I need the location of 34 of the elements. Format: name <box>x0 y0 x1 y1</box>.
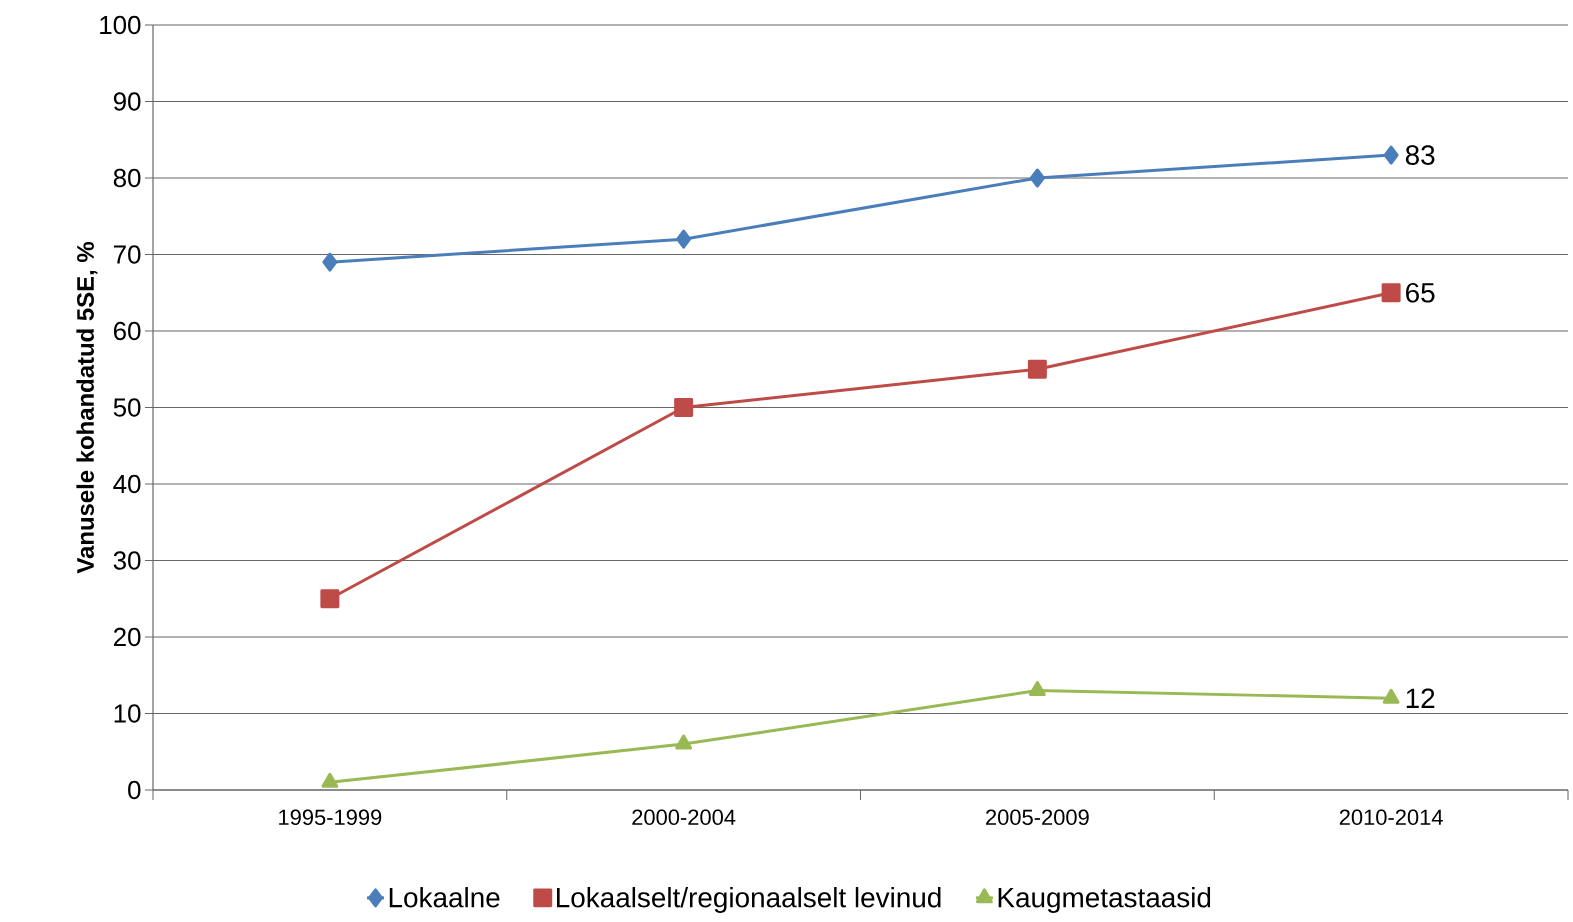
point <box>322 252 338 272</box>
x-tick-label: 2010-2014 <box>1339 809 1443 826</box>
y-axis-title: Vanusele kohandatud 5SE, % <box>76 242 98 574</box>
y-tick-label: 20 <box>113 627 141 647</box>
x-tick-label: 2005-2009 <box>986 809 1089 826</box>
y-tick-label: 80 <box>113 168 141 188</box>
y-tick-label: 100 <box>100 15 141 35</box>
legend-label: Lokaalne <box>389 887 500 908</box>
point <box>320 589 340 609</box>
point <box>1382 688 1400 704</box>
y-tick-label: 90 <box>113 92 141 111</box>
y-tick-label: 40 <box>113 474 141 494</box>
y-tick-label: 0 <box>128 780 141 800</box>
x-tick-label: 2000-2004 <box>632 809 736 826</box>
point <box>1381 283 1401 303</box>
legend-label: Lokaalselt/regionaalselt levinud <box>557 887 941 914</box>
point <box>1383 145 1399 165</box>
y-tick-label: 10 <box>114 704 141 723</box>
point <box>676 229 692 249</box>
legend-label: Kaugmetastaasid <box>998 887 1211 914</box>
point <box>675 734 693 750</box>
point <box>1029 168 1045 188</box>
y-tick-label: 30 <box>113 551 141 570</box>
y-tick-label: 50 <box>113 398 141 417</box>
data-label: 83 <box>1405 145 1435 165</box>
data-label: 12 <box>1406 688 1435 708</box>
point <box>1028 681 1046 697</box>
x-tick-label: 1995-1999 <box>279 809 382 826</box>
y-tick-label: 60 <box>113 321 141 341</box>
y-tick-label: 70 <box>114 245 141 264</box>
data-label: 65 <box>1406 282 1435 303</box>
point <box>1027 359 1047 379</box>
point <box>674 398 694 417</box>
point <box>321 772 339 788</box>
